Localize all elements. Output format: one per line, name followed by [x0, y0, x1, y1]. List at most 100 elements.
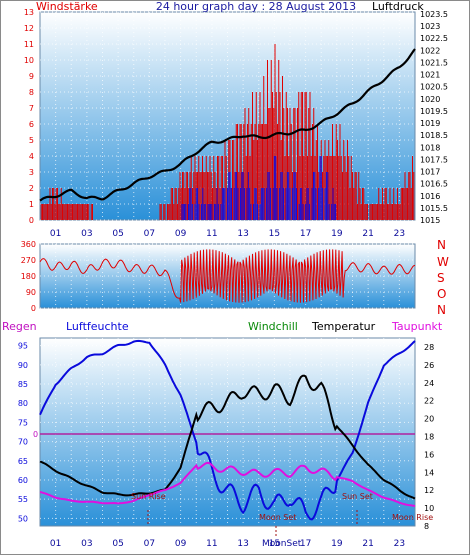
y2-tick-label: 1017: [420, 168, 440, 177]
x-tick-label: 09: [175, 539, 187, 549]
y-tick-label: 5: [29, 136, 34, 145]
y2-tick-label: 1015.5: [420, 204, 448, 213]
y2-tick-label: 1022.5: [420, 34, 448, 43]
y-tick-label: 9: [29, 72, 34, 81]
y-tick-label: 13: [24, 8, 34, 17]
y-tick-label: 70: [18, 438, 28, 447]
gust-bars: [181, 156, 337, 220]
y-tick-label: 12: [24, 24, 34, 33]
x-tick-label: 15: [269, 229, 280, 239]
temperature-line: [39, 374, 416, 500]
windchill-label: Windchill: [248, 320, 298, 333]
y2-tick-label: 1017.5: [420, 155, 448, 164]
dir-letter-w: W: [437, 255, 449, 269]
y-tick-label: 10: [24, 56, 34, 65]
y-tick-label: 11: [24, 40, 34, 49]
x-tick-label: 05: [112, 229, 123, 239]
y2-tick-label: 1019: [420, 119, 440, 128]
pressure-line: [39, 48, 416, 202]
x-tick-label: 07: [144, 539, 155, 549]
y2-tick-label: 26: [424, 361, 434, 370]
temperatur-label: Temperatur: [311, 320, 376, 333]
y-tick-label: 65: [18, 457, 28, 466]
dir-letter-n-top: N: [437, 238, 446, 252]
x-tick-label: 11: [206, 539, 217, 549]
x-tick-label: 21: [362, 229, 373, 239]
y2-tick-label: 1023: [420, 22, 440, 31]
x-tick-label: 05: [112, 539, 123, 549]
y-tick-label: 180: [21, 272, 36, 281]
y-tick-label: 3: [29, 168, 34, 177]
y-tick-label: 6: [29, 120, 34, 129]
x-tick-label: 17: [300, 539, 311, 549]
y2-tick-label: 1016: [420, 192, 440, 201]
y2-tick-label: 10: [424, 504, 434, 513]
y-tick-label: 1: [29, 200, 34, 209]
page-title: 24 hour graph day : 28 August 2013: [156, 0, 356, 13]
x-tick-label: 03: [81, 539, 92, 549]
direction-y-ticks: 360 270 180 90 0: [21, 240, 36, 313]
pressure-axis-label: Luftdruck: [372, 0, 424, 13]
y2-tick-label: 1021.5: [420, 58, 448, 67]
x-tick-label: 19: [331, 229, 343, 239]
x-tick-label: 13: [237, 539, 248, 549]
y2-tick-label: 1020.5: [420, 83, 448, 92]
y2-tick-label: 1023.5: [420, 10, 448, 19]
humidity-line: [39, 339, 416, 521]
sun-rise-label: Sun Rise: [131, 492, 166, 501]
y2-tick-label: 8: [424, 522, 429, 531]
dewpoint-line: [39, 461, 416, 507]
x-tick-label: 17: [300, 229, 311, 239]
rain-zero-label: 0: [33, 430, 38, 439]
y2-tick-label: 1015: [420, 216, 440, 225]
luftfeuchte-label: Luftfeuchte: [66, 320, 129, 333]
wind-direction-line: [39, 249, 416, 303]
moon-set-axis-label: MoonSet: [262, 539, 302, 549]
y-tick-label: 80: [18, 399, 28, 408]
y-tick-label: 50: [18, 514, 28, 523]
y2-tick-label: 1021: [420, 71, 440, 80]
y2-tick-label: 1018: [420, 143, 440, 152]
y-tick-label: 4: [29, 152, 34, 161]
x-tick-label: 01: [50, 229, 61, 239]
direction-letters: N W S O N: [437, 238, 449, 317]
y-tick-label: 60: [18, 476, 28, 485]
x-tick-label: 23: [394, 229, 405, 239]
y2-tick-label: 1022: [420, 46, 440, 55]
regen-label: Regen: [2, 320, 37, 333]
dir-letter-s: S: [437, 271, 445, 285]
y2-tick-label: 1020: [420, 95, 440, 104]
x-tick-label: 09: [175, 229, 187, 239]
y-tick-label: 55: [18, 495, 28, 504]
y2-tick-label: 18: [424, 432, 434, 441]
x-tick-label: 11: [206, 229, 217, 239]
x-tick-label: 01: [50, 539, 61, 549]
y-tick-label: 360: [21, 240, 36, 249]
y2-tick-label: 28: [424, 343, 434, 352]
y2-tick-label: 16: [424, 450, 434, 459]
x-tick-label: 03: [81, 229, 92, 239]
wind-axis-label: Windstärke: [36, 0, 98, 13]
pressure-y-ticks: 1015 1015.5 1016 1016.5 1017 1017.5 1018 1018.5…: [420, 10, 448, 225]
x-tick-label: 21: [362, 539, 373, 549]
y2-tick-label: 1019.5: [420, 107, 448, 116]
y-tick-label: 7: [29, 104, 34, 113]
y2-tick-label: 12: [424, 486, 434, 495]
x-tick-label: 23: [394, 539, 405, 549]
panel-climate-grid: [40, 338, 415, 526]
temperature-y-ticks: 8 10 12 14 16 18 20 22 24 26 28: [424, 343, 434, 531]
y-tick-label: 75: [18, 418, 28, 427]
y-tick-label: 0: [29, 216, 34, 225]
moon-rise-label: Moon Rise: [392, 513, 433, 522]
y2-tick-label: 22: [424, 397, 434, 406]
y2-tick-label: 1018.5: [420, 131, 448, 140]
x-tick-label: 07: [144, 229, 155, 239]
y-tick-label: 85: [18, 380, 28, 389]
x-tick-label: 15: [269, 539, 280, 549]
dir-letter-o: O: [437, 287, 446, 301]
y-tick-label: 95: [18, 342, 28, 351]
y2-tick-label: 20: [424, 415, 434, 424]
y-tick-label: 90: [26, 288, 36, 297]
y-tick-label: 8: [29, 88, 34, 97]
